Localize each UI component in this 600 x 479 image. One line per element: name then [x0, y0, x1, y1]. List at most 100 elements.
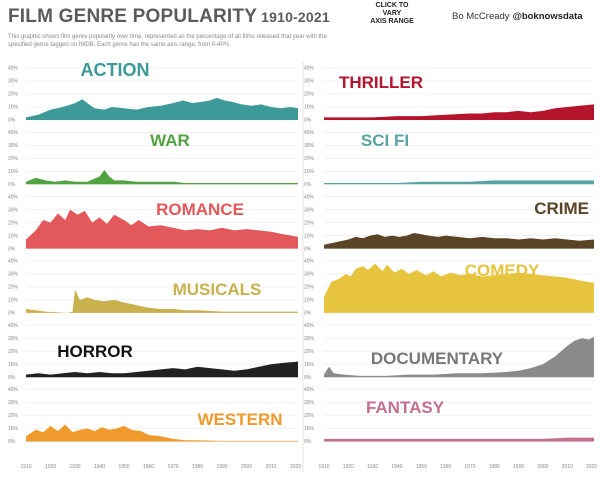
header: FILM GENRE POPULARITY 1910-2021 This grap…: [0, 0, 600, 56]
x-tick-label: 1930: [367, 464, 378, 470]
y-tick-label: 20%: [304, 413, 315, 419]
panel-thriller: 40% 30% 20% 10% 0% THRILLER: [304, 66, 594, 124]
genre-label-crime: CRIME: [534, 199, 589, 218]
y-tick-label: 10%: [304, 169, 315, 175]
y-tick-label: 20%: [8, 92, 19, 98]
x-tick-label: 1950: [118, 464, 129, 470]
genre-label-thriller: THRILLER: [339, 73, 423, 92]
x-tick-label: 1970: [167, 464, 178, 470]
y-tick-label: 40%: [304, 323, 315, 329]
series-area-thriller: [324, 104, 594, 120]
y-tick-label: 20%: [8, 156, 19, 162]
y-tick-label: 0%: [8, 311, 16, 317]
y-tick-label: 0%: [8, 439, 16, 445]
author-handle: @boknowsdata: [512, 11, 583, 22]
y-tick-label: 40%: [304, 194, 315, 200]
y-tick-label: 0%: [304, 246, 312, 252]
y-tick-label: 10%: [304, 298, 315, 304]
y-tick-label: 30%: [304, 79, 315, 85]
x-tick-label: 2020: [290, 464, 301, 470]
y-tick-label: 10%: [8, 298, 19, 304]
y-tick-label: 40%: [8, 66, 19, 72]
x-tick-label: 2010: [265, 464, 276, 470]
genre-label-war: WAR: [150, 131, 190, 150]
x-tick-label: 1980: [489, 464, 500, 470]
genre-label-comedy: COMEDY: [465, 261, 540, 280]
y-tick-label: 20%: [304, 220, 315, 226]
x-tick-label: 1960: [440, 464, 451, 470]
vary-axis-range-button[interactable]: CLICK TO VARY AXIS RANGE: [370, 2, 414, 25]
y-tick-label: 0%: [8, 118, 16, 124]
x-tick-label: 1910: [20, 464, 31, 470]
genre-label-musicals: MUSICALS: [173, 280, 262, 299]
panel-sci-fi: 40% 30% 20% 10% 0% SCI FI: [304, 130, 594, 188]
author-name: Bo McCready: [452, 11, 510, 22]
y-tick-label: 20%: [304, 285, 315, 291]
y-tick-label: 20%: [8, 220, 19, 226]
panel-documentary: 40% 30% 20% 10% 0% DOCUMENTARY: [304, 323, 594, 381]
y-tick-label: 10%: [304, 362, 315, 368]
panel-western: 40% 30% 20% 10% 0% WESTERN: [8, 387, 298, 445]
y-tick-label: 40%: [8, 387, 19, 393]
series-area-comedy: [324, 263, 594, 313]
y-tick-label: 10%: [8, 233, 19, 239]
y-tick-label: 30%: [8, 272, 19, 278]
genre-label-fantasy: FANTASY: [366, 398, 445, 417]
y-tick-label: 30%: [8, 143, 19, 149]
y-tick-label: 10%: [304, 105, 315, 111]
y-tick-label: 40%: [304, 66, 315, 72]
y-tick-label: 0%: [304, 311, 312, 317]
y-tick-label: 0%: [8, 246, 16, 252]
panel-fantasy: 40% 30% 20% 10% 0% FANTASY: [304, 387, 594, 445]
y-tick-label: 40%: [304, 387, 315, 393]
genre-label-sci-fi: SCI FI: [361, 131, 409, 150]
title-text: FILM GENRE POPULARITY: [8, 6, 258, 27]
series-area-romance: [26, 209, 298, 249]
panel-musicals: 40% 30% 20% 10% 0% MUSICALS: [8, 259, 298, 317]
series-area-sci-fi: [324, 180, 594, 185]
series-area-western: [26, 424, 298, 442]
x-tick-label: 1970: [464, 464, 475, 470]
y-tick-label: 30%: [8, 79, 19, 85]
genre-label-horror: HORROR: [57, 342, 133, 361]
y-tick-label: 40%: [8, 130, 19, 136]
x-tick-label: 2020: [586, 464, 597, 470]
y-tick-label: 0%: [304, 182, 312, 188]
series-area-action: [26, 97, 298, 120]
genre-label-western: WESTERN: [198, 410, 283, 429]
y-tick-label: 20%: [304, 349, 315, 355]
y-tick-label: 40%: [8, 194, 19, 200]
panel-comedy: 40% 30% 20% 10% 0% COMEDY: [304, 259, 594, 317]
y-tick-label: 10%: [304, 426, 315, 432]
x-tick-label: 2000: [241, 464, 252, 470]
series-area-war: [26, 170, 298, 185]
y-tick-label: 0%: [304, 118, 312, 124]
y-tick-label: 20%: [8, 285, 19, 291]
x-tick-label: 1990: [216, 464, 227, 470]
y-tick-label: 10%: [8, 426, 19, 432]
panel-war: 40% 30% 20% 10% 0% WAR: [8, 130, 298, 188]
x-tick-label: 1950: [416, 464, 427, 470]
y-tick-label: 30%: [304, 336, 315, 342]
x-tick-label: 1930: [69, 464, 80, 470]
panel-romance: 40% 30% 20% 10% 0% ROMANCE: [8, 194, 298, 252]
y-tick-label: 40%: [8, 323, 19, 329]
y-tick-label: 0%: [8, 375, 16, 381]
series-area-horror: [26, 361, 298, 378]
y-tick-label: 10%: [8, 105, 19, 111]
x-tick-label: 1960: [143, 464, 154, 470]
y-tick-label: 30%: [8, 207, 19, 213]
x-tick-label: 1920: [343, 464, 354, 470]
y-tick-label: 0%: [8, 182, 16, 188]
x-tick-label: 1940: [391, 464, 402, 470]
genre-label-documentary: DOCUMENTARY: [371, 349, 504, 368]
panel-action: 40% 30% 20% 10% 0% ACTION: [8, 60, 298, 124]
y-tick-label: 20%: [8, 349, 19, 355]
y-tick-label: 20%: [304, 92, 315, 98]
author-credit: Bo McCready @boknowsdata: [452, 11, 583, 22]
y-tick-label: 30%: [304, 143, 315, 149]
x-tick-label: 1990: [513, 464, 524, 470]
title-years: 1910-2021: [261, 9, 330, 25]
y-tick-label: 30%: [8, 400, 19, 406]
